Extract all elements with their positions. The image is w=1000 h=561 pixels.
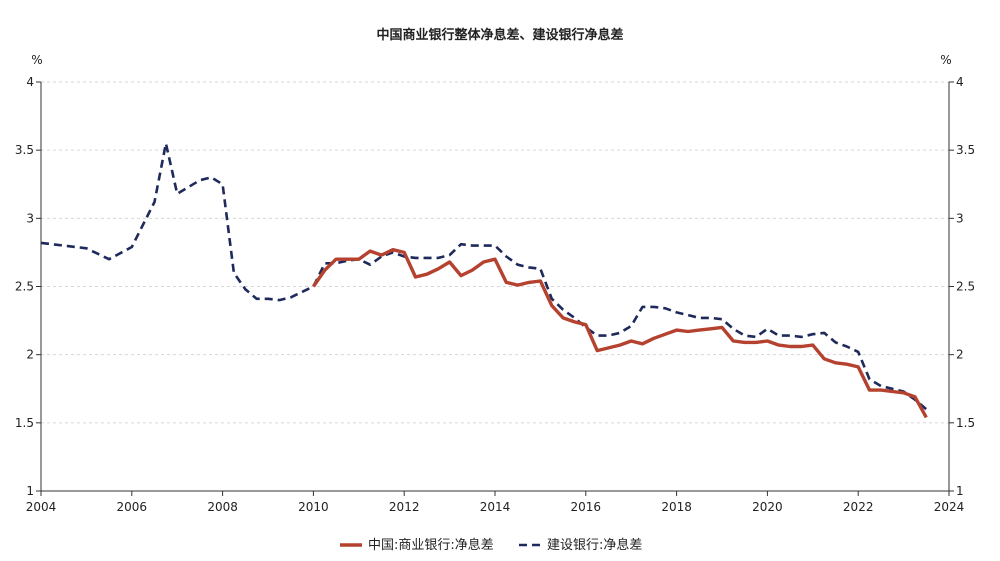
x-tick-label: 2006 — [117, 500, 148, 514]
series-line-0 — [312, 248, 928, 419]
left-axis-unit: % — [31, 53, 42, 67]
left-tick-label: 4 — [26, 75, 34, 89]
chart-title: 中国商业银行整体净息差、建设银行净息差 — [376, 27, 623, 43]
right-tick-label: 1.5 — [956, 416, 975, 430]
left-y-ticks: 1 1.5 2 2.5 3 3.5 4 — [15, 75, 41, 498]
left-tick-label: 1 — [26, 484, 34, 498]
x-tick-label: 2020 — [752, 500, 783, 514]
x-tick-label: 2012 — [389, 500, 420, 514]
series-group — [40, 142, 928, 419]
right-tick-label: 3.5 — [956, 143, 975, 157]
right-axis-unit: % — [940, 53, 951, 67]
legend-label-series-0: 中国:商业银行:净息差 — [368, 537, 494, 553]
grid — [41, 81, 949, 424]
legend: 中国:商业银行:净息差 建设银行:净息差 — [340, 537, 642, 553]
x-tick-label: 2018 — [661, 500, 692, 514]
x-ticks: 2004 2006 2008 2010 2012 2014 2016 2018 2020 2022… — [26, 491, 965, 514]
x-tick-label: 2014 — [480, 500, 511, 514]
x-tick-label: 2008 — [207, 500, 238, 514]
right-y-ticks: 1 1.5 2 2.5 3 3.5 4 — [949, 75, 975, 498]
left-tick-label: 2.5 — [15, 280, 34, 294]
right-tick-label: 1 — [956, 484, 964, 498]
x-tick-label: 2022 — [843, 500, 874, 514]
right-tick-label: 2.5 — [956, 280, 975, 294]
right-tick-label: 4 — [956, 75, 964, 89]
left-tick-label: 3 — [26, 211, 34, 225]
axes — [40, 82, 950, 492]
series-line-1 — [40, 142, 928, 411]
x-tick-label: 2024 — [934, 500, 965, 514]
left-tick-label: 1.5 — [15, 416, 34, 430]
left-tick-label: 3.5 — [15, 143, 34, 157]
left-tick-label: 2 — [26, 348, 34, 362]
x-tick-label: 2010 — [298, 500, 329, 514]
x-tick-label: 2016 — [571, 500, 602, 514]
legend-label-series-1: 建设银行:净息差 — [547, 537, 642, 553]
right-tick-label: 2 — [956, 348, 964, 362]
x-tick-label: 2004 — [26, 500, 57, 514]
right-tick-label: 3 — [956, 211, 964, 225]
